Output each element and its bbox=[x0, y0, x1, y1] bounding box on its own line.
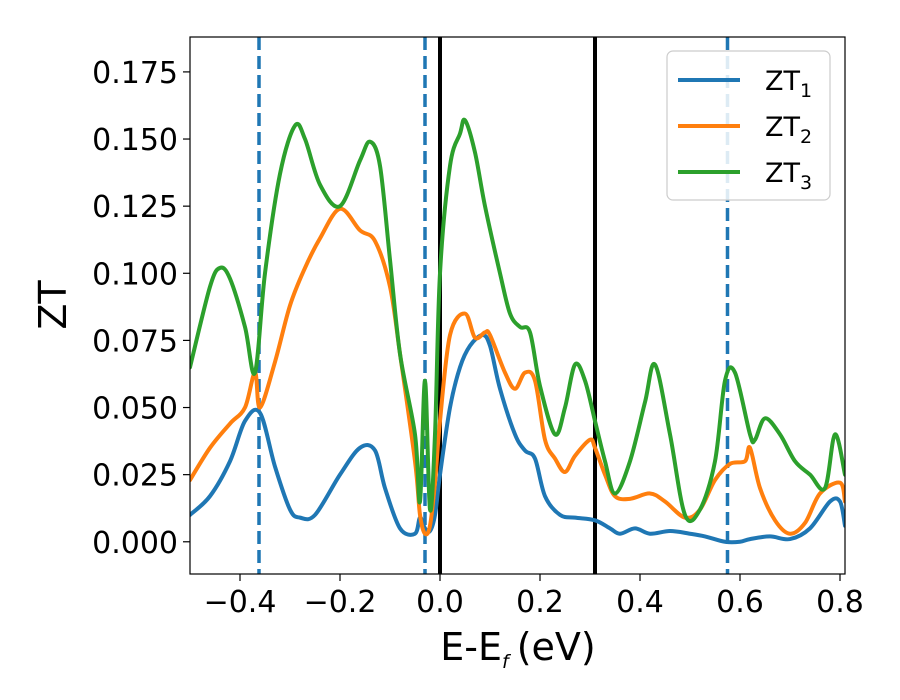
x-tick-label: 0.8 bbox=[816, 585, 864, 620]
y-axis-title: ZT bbox=[31, 280, 75, 330]
legend-label-zt2: ZT2 bbox=[765, 112, 812, 148]
x-axis-title: E-Ef (eV) bbox=[440, 625, 595, 673]
x-axis-title-main: E-E bbox=[440, 625, 502, 669]
x-tick-label: −0.2 bbox=[304, 585, 377, 620]
x-tick-label: 0.6 bbox=[716, 585, 764, 620]
y-tick-label: 0.050 bbox=[92, 392, 178, 427]
legend-label-sub: 2 bbox=[800, 126, 812, 148]
legend-label-sub: 3 bbox=[800, 172, 812, 194]
legend-box bbox=[666, 50, 831, 201]
x-axis-title-unit: (eV) bbox=[517, 625, 596, 669]
y-tick-label: 0.175 bbox=[92, 56, 178, 91]
x-tick-label: −0.4 bbox=[204, 585, 277, 620]
legend-label-main: ZT bbox=[765, 112, 800, 143]
y-tick-label: 0.000 bbox=[92, 526, 178, 561]
legend-label-main: ZT bbox=[765, 66, 800, 97]
y-tick-label: 0.075 bbox=[92, 324, 178, 359]
x-tick-label: 0.0 bbox=[416, 585, 464, 620]
y-tick-label: 0.100 bbox=[92, 257, 178, 292]
series-line-zt1 bbox=[190, 333, 845, 545]
legend-label-main: ZT bbox=[765, 158, 800, 189]
legend-label-zt3: ZT3 bbox=[765, 158, 812, 194]
x-tick-label: 0.2 bbox=[516, 585, 564, 620]
y-tick-label: 0.150 bbox=[92, 123, 178, 158]
y-tick-label: 0.025 bbox=[92, 459, 178, 494]
series-line-zt3 bbox=[190, 117, 845, 524]
x-tick-label: 0.4 bbox=[616, 585, 664, 620]
x-axis-title-sub: f bbox=[502, 651, 512, 673]
y-tick-label: 0.125 bbox=[92, 190, 178, 225]
series-line-zt2 bbox=[190, 206, 845, 537]
plot-frame bbox=[189, 36, 846, 575]
legend-label-sub: 1 bbox=[800, 80, 812, 102]
legend-label-zt1: ZT1 bbox=[765, 66, 812, 102]
